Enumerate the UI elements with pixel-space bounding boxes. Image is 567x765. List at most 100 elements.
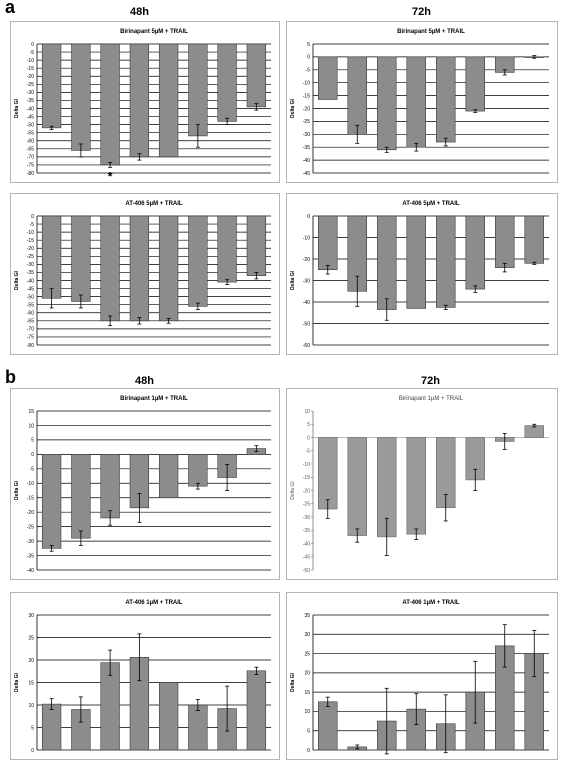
y-axis-label: Delta GI xyxy=(290,672,296,692)
y-tick-label: 10 xyxy=(28,703,34,709)
y-tick-label: -15 xyxy=(27,496,34,502)
y-tick-label: 15 xyxy=(304,690,310,696)
panel-b-left-column-title: 48h xyxy=(135,375,154,387)
y-tick-label: -40 xyxy=(303,158,310,164)
y-tick-label: -35 xyxy=(303,528,310,534)
y-tick-label: -10 xyxy=(27,230,34,236)
y-tick-label: -15 xyxy=(27,238,34,244)
y-tick-label: 15 xyxy=(28,409,34,415)
y-tick-label: -40 xyxy=(303,541,310,547)
y-tick-label: -50 xyxy=(27,294,34,300)
y-axis-label: Delta GI xyxy=(290,481,296,499)
chart-svg: Birinapant 5µM + TRAIL Delta GI 0 -5 -10 -15 -… xyxy=(14,29,271,182)
y-tick-label: -30 xyxy=(303,278,310,284)
y-axis-label: Delta GI xyxy=(290,98,296,118)
bar xyxy=(217,215,237,283)
bar xyxy=(246,670,267,751)
y-tick-label: -25 xyxy=(303,119,310,125)
y-tick-label: 0 xyxy=(31,748,34,754)
chart-svg: AT-406 5µM + TRAIL Delta GI 0 -5 -10 -15 -20 -2… xyxy=(14,201,271,349)
bar xyxy=(158,43,179,158)
panel-a-right-column-title: 72h xyxy=(412,6,431,18)
y-tick-label: 15 xyxy=(28,680,34,686)
bar xyxy=(41,43,62,129)
bar xyxy=(71,43,91,151)
bar xyxy=(188,704,208,751)
y-tick-label: 0 xyxy=(31,214,34,220)
y-tick-label: 0 xyxy=(307,435,310,441)
y-axis-label: Delta GI xyxy=(14,672,20,692)
y-tick-label: -70 xyxy=(27,155,34,161)
chart-panel-a-birinapant-5uM-72h: Birinapant 5µM + TRAIL Delta GI 5 0 -5 -10 -15… xyxy=(286,21,558,183)
y-tick-label: -15 xyxy=(27,66,34,72)
chart-title: Birinapant 1µM + TRAIL xyxy=(399,396,464,402)
y-tick-label: 5 xyxy=(31,438,34,444)
bar xyxy=(465,56,485,112)
y-tick-label: 25 xyxy=(304,651,310,657)
y-axis-label: Delta GI xyxy=(14,480,20,500)
y-tick-label: -65 xyxy=(27,147,34,153)
chart-title: Birinapant 5µM + TRAIL xyxy=(120,29,188,35)
y-tick-label: -45 xyxy=(303,555,310,561)
y-tick-label: 20 xyxy=(304,671,310,677)
bar xyxy=(100,454,120,519)
y-tick-label: -45 xyxy=(303,171,310,177)
y-tick-label: -30 xyxy=(303,515,310,521)
chart-title: AT-406 5µM + TRAIL xyxy=(402,201,460,207)
significance-marker: * xyxy=(108,169,113,182)
bar xyxy=(158,215,179,322)
y-tick-label: -5 xyxy=(30,467,35,473)
bar xyxy=(406,215,426,309)
y-tick-label: -35 xyxy=(27,98,34,104)
y-tick-label: 5 xyxy=(307,42,310,48)
chart-title: AT-406 5µM + TRAIL xyxy=(125,201,183,207)
y-tick-label: -35 xyxy=(303,145,310,151)
bar xyxy=(129,43,150,158)
y-tick-label: -50 xyxy=(303,321,310,327)
y-tick-label: -20 xyxy=(303,257,310,263)
bar xyxy=(377,56,397,151)
y-tick-label: -50 xyxy=(27,122,34,128)
bar xyxy=(129,215,150,322)
panel-b-label: b xyxy=(5,367,16,387)
y-tick-label: -5 xyxy=(306,449,311,455)
chart-title: Birinapant 1µM + TRAIL xyxy=(120,396,188,402)
bar xyxy=(495,215,515,268)
y-tick-label: -60 xyxy=(27,139,34,145)
y-tick-label: -25 xyxy=(27,254,34,260)
bar xyxy=(347,56,367,135)
y-tick-label: -20 xyxy=(27,74,34,80)
bar xyxy=(318,215,338,271)
y-tick-label: -20 xyxy=(27,510,34,516)
y-tick-label: -60 xyxy=(303,343,310,349)
bar xyxy=(71,454,91,539)
y-tick-label: -30 xyxy=(27,90,34,96)
chart-panel-a-birinapant-5uM-48h: Birinapant 5µM + TRAIL Delta GI 0 -5 -10 -15 -… xyxy=(10,21,280,183)
y-tick-label: -10 xyxy=(27,58,34,64)
y-tick-label: -10 xyxy=(303,462,310,468)
bar xyxy=(71,215,91,302)
y-tick-label: 30 xyxy=(28,613,34,619)
y-tick-label: -45 xyxy=(27,286,34,292)
chart-svg: Birinapant 1µM + TRAIL Delta GI 15 10 5 0 -5 -1… xyxy=(14,396,271,574)
bar xyxy=(524,425,544,438)
y-tick-label: -20 xyxy=(303,488,310,494)
y-tick-label: -10 xyxy=(303,81,310,87)
bar xyxy=(41,215,62,299)
y-tick-label: 5 xyxy=(31,725,34,731)
chart-panel-a-at406-5uM-72h: AT-406 5µM + TRAIL Delta GI 0 -10 -20 -30 -40 -… xyxy=(286,193,558,355)
y-tick-label: -30 xyxy=(27,262,34,268)
bar xyxy=(465,215,485,290)
y-tick-label: -25 xyxy=(27,524,34,530)
y-tick-label: 10 xyxy=(28,423,34,429)
bar xyxy=(41,454,62,549)
y-tick-label: -20 xyxy=(303,106,310,112)
chart-title: AT-406 1µM + TRAIL xyxy=(402,600,460,606)
panel-a-left-column-title: 48h xyxy=(130,6,149,18)
bar xyxy=(158,682,179,751)
chart-svg: AT-406 5µM + TRAIL Delta GI 0 -10 -20 -30 -40 -… xyxy=(290,201,549,349)
y-tick-label: 25 xyxy=(28,635,34,641)
bar xyxy=(246,43,267,108)
y-tick-label: -70 xyxy=(27,327,34,333)
bar xyxy=(436,215,456,308)
